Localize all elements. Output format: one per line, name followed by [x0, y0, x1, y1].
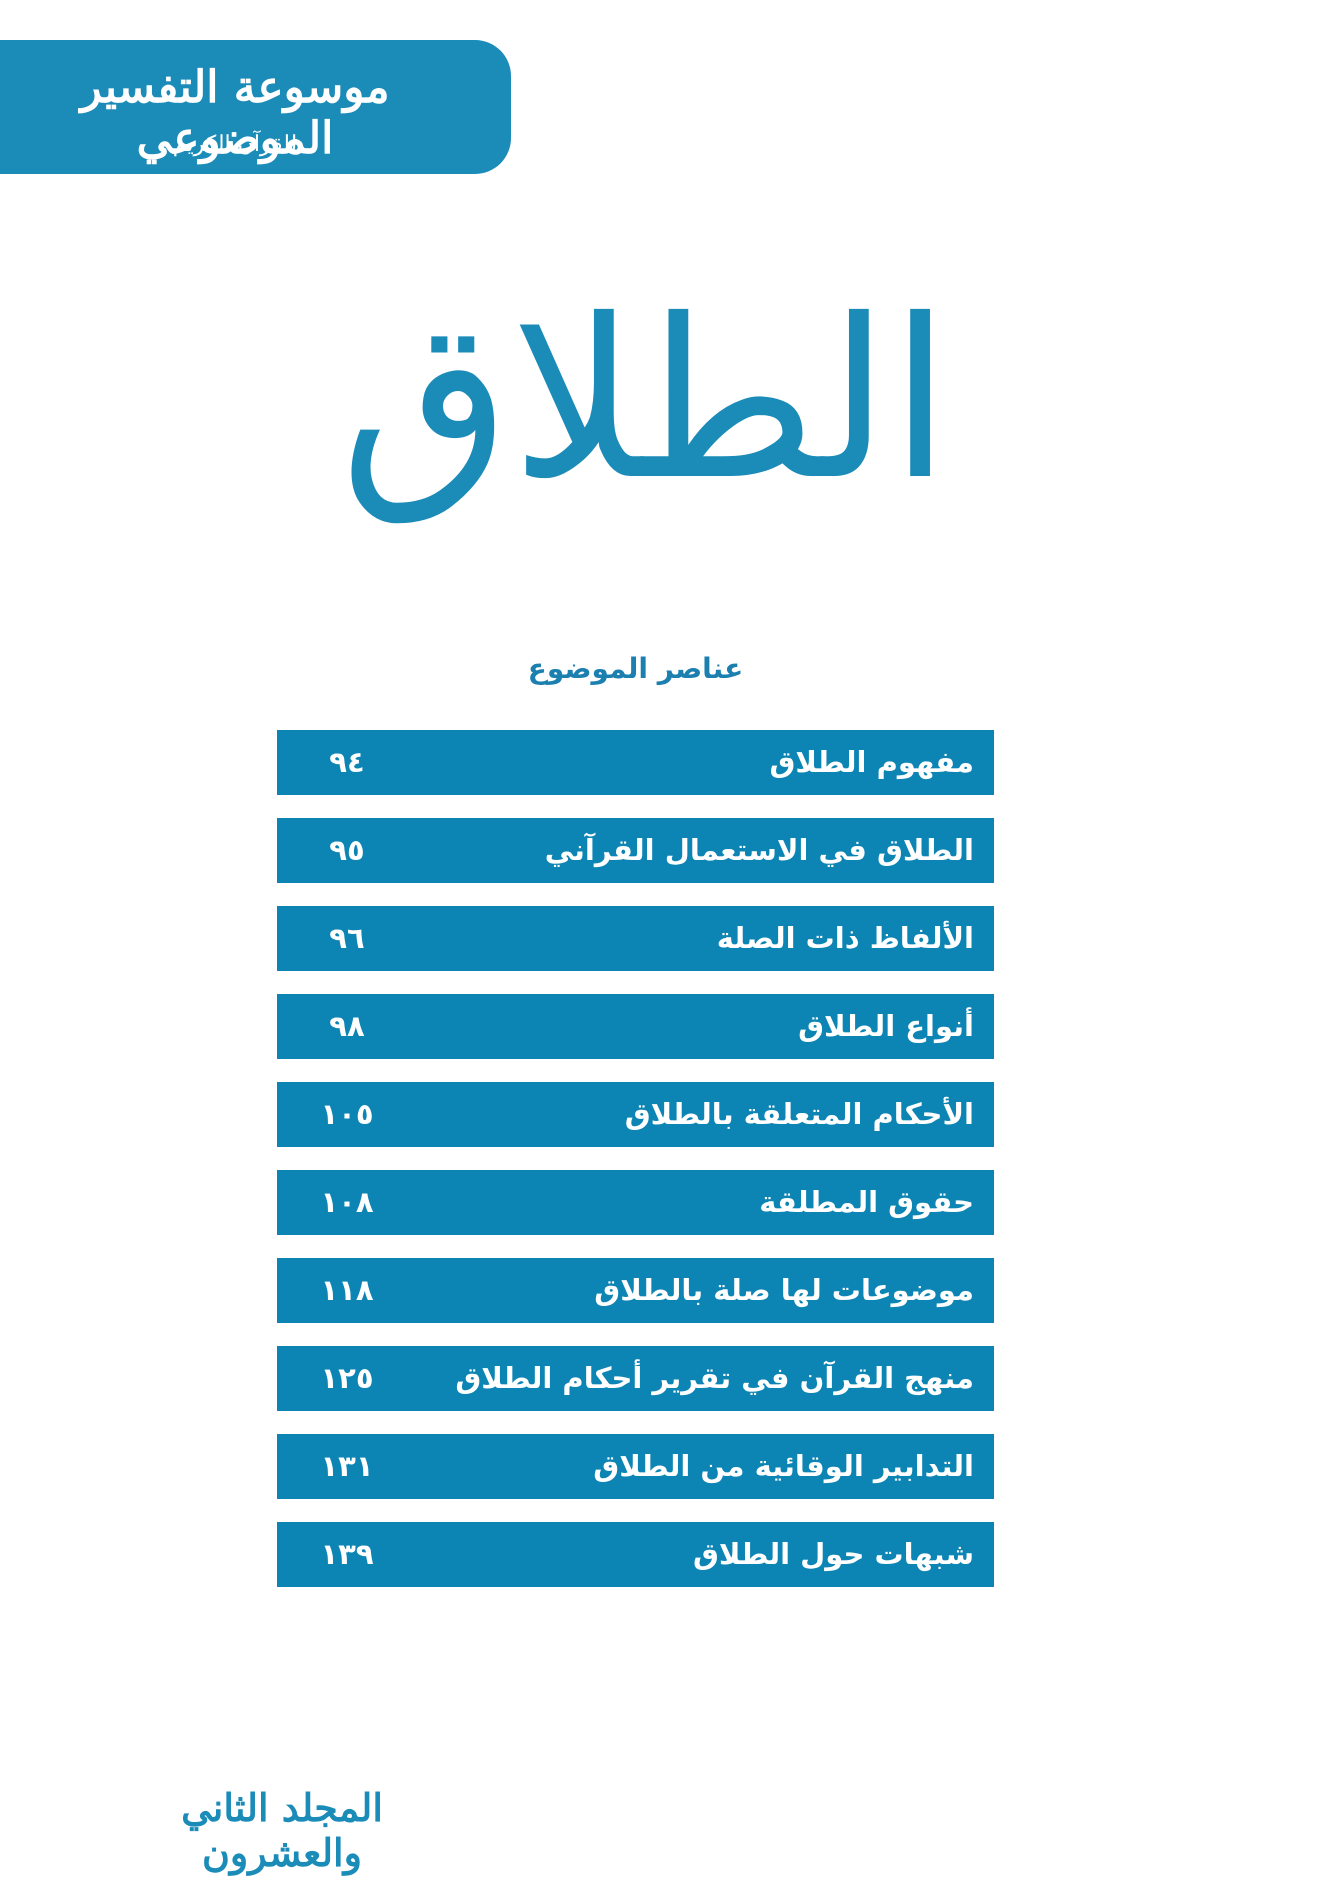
toc-row: الطلاق في الاستعمال القرآني ٩٥	[277, 818, 994, 883]
toc-page: ١٣١	[320, 1449, 374, 1483]
series-subtitle: للقرآن الكريم	[172, 132, 298, 157]
toc-page: ٩٨	[329, 1009, 365, 1043]
toc-row: الأحكام المتعلقة بالطلاق ١٠٥	[277, 1082, 994, 1147]
toc-page: ٩٤	[329, 745, 365, 779]
volume-label: المجلد الثاني والعشرون	[181, 1785, 383, 1875]
toc-title: شبهات حول الطلاق	[693, 1537, 974, 1571]
topic-title: الطلاق	[340, 272, 951, 528]
toc-page: ٩٦	[329, 921, 365, 955]
toc-row: حقوق المطلقة ١٠٨	[277, 1170, 994, 1235]
toc-title: موضوعات لها صلة بالطلاق	[594, 1273, 974, 1307]
toc-page: ٩٥	[329, 833, 365, 867]
toc-heading: عناصر الموضوع	[527, 652, 744, 685]
toc-page: ١٠٥	[320, 1097, 374, 1131]
toc-row: شبهات حول الطلاق ١٣٩	[277, 1522, 994, 1587]
toc-title: الأحكام المتعلقة بالطلاق	[624, 1097, 974, 1131]
toc-title: أنواع الطلاق	[798, 1009, 974, 1043]
toc-row: التدابير الوقائية من الطلاق ١٣١	[277, 1434, 994, 1499]
toc-row: موضوعات لها صلة بالطلاق ١١٨	[277, 1258, 994, 1323]
toc-page: ١٠٨	[320, 1185, 374, 1219]
toc-row: مفهوم الطلاق ٩٤	[277, 730, 994, 795]
series-title: موسوعة التفسير الموضوعي	[80, 62, 390, 164]
toc-row: أنواع الطلاق ٩٨	[277, 994, 994, 1059]
toc-title: الطلاق في الاستعمال القرآني	[544, 833, 974, 867]
toc-title: مفهوم الطلاق	[769, 745, 974, 779]
toc-list: مفهوم الطلاق ٩٤ الطلاق في الاستعمال القرآن…	[277, 730, 994, 1610]
toc-title: حقوق المطلقة	[759, 1185, 974, 1219]
toc-title: التدابير الوقائية من الطلاق	[593, 1449, 974, 1483]
series-tab: موسوعة التفسير الموضوعي للقرآن الكريم	[0, 40, 511, 174]
toc-title: الألفاظ ذات الصلة	[716, 921, 974, 955]
toc-page: ١١٨	[320, 1273, 374, 1307]
toc-row: منهج القرآن في تقرير أحكام الطلاق ١٢٥	[277, 1346, 994, 1411]
toc-page: ١٣٩	[320, 1537, 374, 1571]
toc-row: الألفاظ ذات الصلة ٩٦	[277, 906, 994, 971]
toc-title: منهج القرآن في تقرير أحكام الطلاق	[455, 1361, 974, 1395]
toc-page: ١٢٥	[320, 1361, 374, 1395]
